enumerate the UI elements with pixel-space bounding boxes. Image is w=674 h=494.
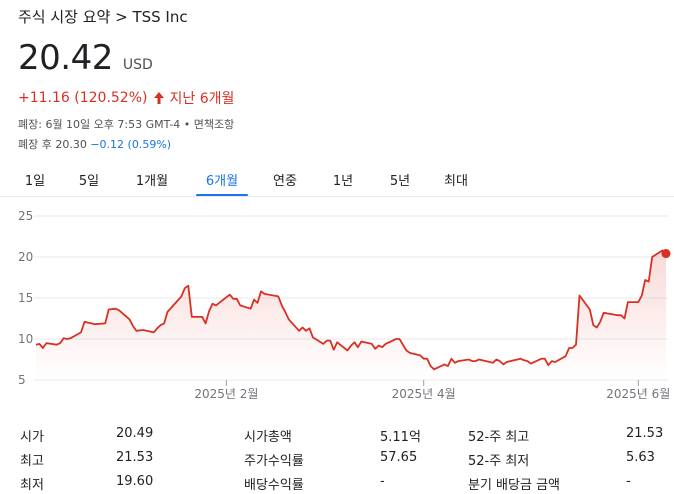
tab-ytd[interactable]: 연중 xyxy=(273,174,297,189)
tab-max[interactable]: 최대 xyxy=(444,174,468,189)
after-hours-price: 폐장 후 20.30 xyxy=(18,138,87,151)
breadcrumb[interactable]: 주식 시장 요약 > TSS Inc xyxy=(18,8,188,26)
price-row: 20.42 USD xyxy=(18,38,153,78)
stat-value-open: 20.49 xyxy=(116,426,154,441)
stat-value-high: 21.53 xyxy=(116,450,154,465)
tab-6-month[interactable]: 6개월 xyxy=(194,166,250,197)
stat-label-quarterly-dividend: 분기 배당금 금액 xyxy=(468,478,560,493)
y-tick-label: 15 xyxy=(18,291,33,305)
stat-label-market-cap: 시가총액 xyxy=(244,430,292,445)
stat-label-52w-low: 52-주 최저 xyxy=(468,454,530,469)
range-tabs: 1일 5일 1개월 6개월 연중 1년 5년 최대 xyxy=(12,166,484,197)
stat-value-market-cap: 5.11억 xyxy=(380,430,421,445)
stat-label-low: 최저 xyxy=(20,478,44,493)
close-info: 폐장: 6월 10일 오후 7:53 GMT-4 • 면책조항 xyxy=(18,118,235,131)
stat-value-pe-ratio: 57.65 xyxy=(380,450,418,465)
arrow-up-icon xyxy=(154,92,165,104)
stat-label-open: 시가 xyxy=(20,430,44,445)
price-change: +11.16 (120.52%) xyxy=(18,90,148,106)
stat-label-pe-ratio: 주가수익률 xyxy=(244,454,304,469)
period-label: 지난 6개월 xyxy=(169,91,235,107)
after-hours-change: −0.12 (0.59%) xyxy=(90,138,172,151)
after-hours-info: 폐장 후 20.30 −0.12 (0.59%) xyxy=(18,136,171,152)
y-tick-label: 25 xyxy=(18,209,33,223)
current-price-dot xyxy=(661,249,671,259)
price-change-row: +11.16 (120.52%) 지난 6개월 xyxy=(18,88,234,108)
x-tick-label: 2025년 6월 xyxy=(606,387,670,401)
tab-1-month[interactable]: 1개월 xyxy=(135,174,169,189)
price-line xyxy=(35,249,667,371)
stat-value-low: 19.60 xyxy=(116,474,154,489)
x-tick-label: 2025년 2월 xyxy=(194,387,258,401)
price-area xyxy=(36,250,666,380)
tab-5-day[interactable]: 5일 xyxy=(78,174,100,189)
tab-5-year[interactable]: 5년 xyxy=(389,174,411,189)
tab-1-year[interactable]: 1년 xyxy=(332,174,354,189)
stat-label-high: 최고 xyxy=(20,454,44,469)
stat-value-52w-low: 5.63 xyxy=(626,450,655,465)
stat-value-dividend-yield: - xyxy=(380,474,385,489)
currency-label: USD xyxy=(122,57,153,73)
stat-label-dividend-yield: 배당수익률 xyxy=(244,478,304,493)
tabs-divider xyxy=(0,196,674,197)
y-tick-label: 20 xyxy=(18,250,33,264)
tab-1-day[interactable]: 1일 xyxy=(24,174,46,189)
stat-value-52w-high: 21.53 xyxy=(626,426,664,441)
price-chart[interactable]: 25 20 15 10 5 2025년 2월 2025년 4월 2025년 6월 xyxy=(0,200,674,410)
x-tick-label: 2025년 4월 xyxy=(392,387,456,401)
current-price: 20.42 xyxy=(18,38,113,78)
y-tick-label: 5 xyxy=(18,373,26,387)
y-tick-label: 10 xyxy=(18,332,33,346)
stat-value-quarterly-dividend: - xyxy=(626,474,631,489)
stat-label-52w-high: 52-주 최고 xyxy=(468,430,530,445)
